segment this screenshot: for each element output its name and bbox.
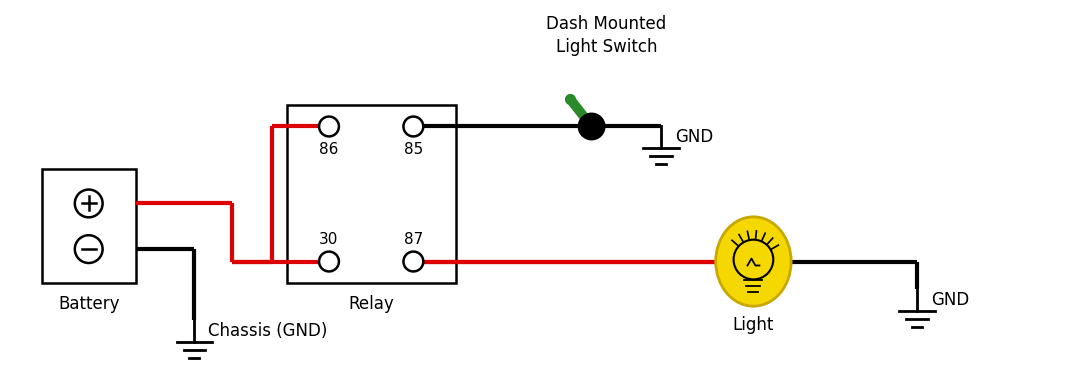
FancyBboxPatch shape — [42, 169, 136, 283]
Text: Battery: Battery — [58, 295, 120, 313]
Circle shape — [319, 252, 339, 272]
Ellipse shape — [716, 217, 791, 306]
Text: 87: 87 — [403, 231, 423, 247]
Text: Chassis (GND): Chassis (GND) — [209, 322, 327, 340]
Text: Relay: Relay — [349, 295, 394, 313]
Circle shape — [75, 235, 103, 263]
Circle shape — [319, 117, 339, 137]
Text: Dash Mounted: Dash Mounted — [547, 15, 667, 33]
Circle shape — [579, 114, 605, 139]
FancyBboxPatch shape — [287, 105, 456, 283]
Circle shape — [75, 189, 103, 217]
Text: 86: 86 — [319, 142, 339, 158]
Text: Light Switch: Light Switch — [555, 38, 657, 56]
Text: GND: GND — [675, 128, 714, 146]
Circle shape — [403, 252, 424, 272]
Text: GND: GND — [931, 291, 969, 309]
Text: 30: 30 — [319, 231, 339, 247]
Circle shape — [403, 117, 424, 137]
Text: 85: 85 — [403, 142, 423, 158]
Text: Light: Light — [733, 316, 774, 334]
